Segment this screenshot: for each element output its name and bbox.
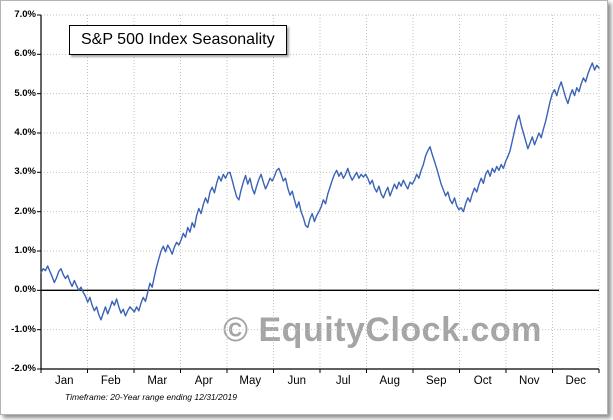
x-axis-label: Aug [379,375,400,387]
x-axis-label: Jan [54,375,74,387]
y-axis-label: 4.0% [14,127,36,138]
y-axis-label: 0.0% [14,284,36,296]
x-axis-label: Jul [335,375,351,387]
y-axis-label: 3.0% [14,166,36,178]
y-axis-label: -2.0% [11,363,36,374]
x-axis-label: Feb [100,375,121,387]
x-axis-label: Mar [147,375,168,387]
plot-area [37,14,600,373]
y-axis-label: 2.0% [14,205,36,217]
x-axis-label: Sep [426,375,447,387]
y-axis-label: -1.0% [11,323,36,335]
y-axis-label: 7.0% [14,9,36,20]
y-axis-label: 6.0% [14,48,36,60]
x-axis-label: Nov [519,375,540,387]
seasonality-line [40,62,600,321]
x-axis-label: Apr [194,375,213,387]
x-axis-label: Dec [565,375,586,387]
chart-title: S&P 500 Index Seasonality [69,25,287,55]
timeframe-note: Timeframe: 20-Year range ending 12/31/20… [65,392,237,402]
x-axis-label: Oct [473,375,492,387]
y-axis-label: 1.0% [14,245,36,256]
x-axis-label: May [239,375,262,387]
x-axis-label: Jun [287,375,307,387]
y-axis-label: 5.0% [14,87,36,99]
